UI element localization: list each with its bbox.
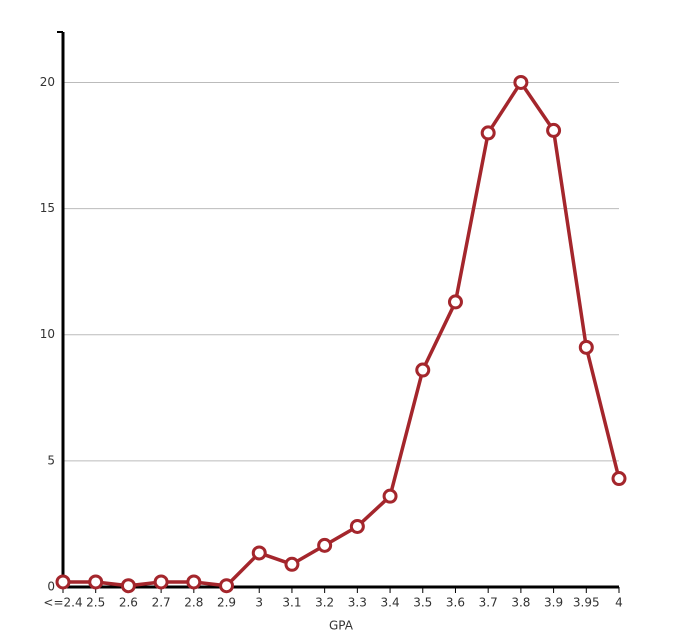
- point: [349, 518, 365, 534]
- x-tick-label: 3.6: [446, 596, 465, 610]
- y-tick-label: 10: [40, 327, 55, 341]
- x-tick-label: 3: [255, 596, 263, 610]
- y-tick-label: 15: [40, 201, 55, 215]
- point: [120, 578, 136, 594]
- point: [284, 556, 300, 572]
- x-tick-label: 3.7: [479, 596, 498, 610]
- point: [186, 574, 202, 590]
- point: [447, 294, 463, 310]
- x-tick-label: 4: [615, 596, 623, 610]
- y-tick-label: 0: [47, 580, 55, 594]
- x-axis-title: GPA: [329, 619, 354, 633]
- x-tick-label: 3.9: [544, 596, 563, 610]
- x-tick-label: 3.1: [282, 596, 301, 610]
- point: [480, 125, 496, 141]
- x-tick-label: 2.8: [184, 596, 203, 610]
- point: [88, 574, 104, 590]
- y-tick-label: 5: [47, 453, 55, 467]
- x-tick-label: 3.2: [315, 596, 334, 610]
- point: [153, 574, 169, 590]
- x-tick-label: 3.4: [381, 596, 400, 610]
- x-tick-label: 3.3: [348, 596, 367, 610]
- y-tick-label: 20: [40, 75, 55, 89]
- x-tick-label: <=2.4: [43, 596, 82, 610]
- x-tick-label: 3.5: [413, 596, 432, 610]
- point: [219, 578, 235, 594]
- point: [611, 471, 627, 487]
- point: [382, 488, 398, 504]
- series-line: [63, 80, 621, 588]
- x-tick-label: 3.95: [573, 596, 600, 610]
- point: [513, 74, 529, 90]
- x-tick-label: 3.8: [511, 596, 530, 610]
- x-tick-label: 2.6: [119, 596, 138, 610]
- point: [55, 574, 71, 590]
- x-tick-label: 2.9: [217, 596, 236, 610]
- point: [546, 122, 562, 138]
- point: [251, 545, 267, 561]
- x-tick-label: 2.7: [152, 596, 171, 610]
- point: [415, 362, 431, 378]
- point: [317, 537, 333, 553]
- point: [578, 339, 594, 355]
- x-tick-label: 2.5: [86, 596, 105, 610]
